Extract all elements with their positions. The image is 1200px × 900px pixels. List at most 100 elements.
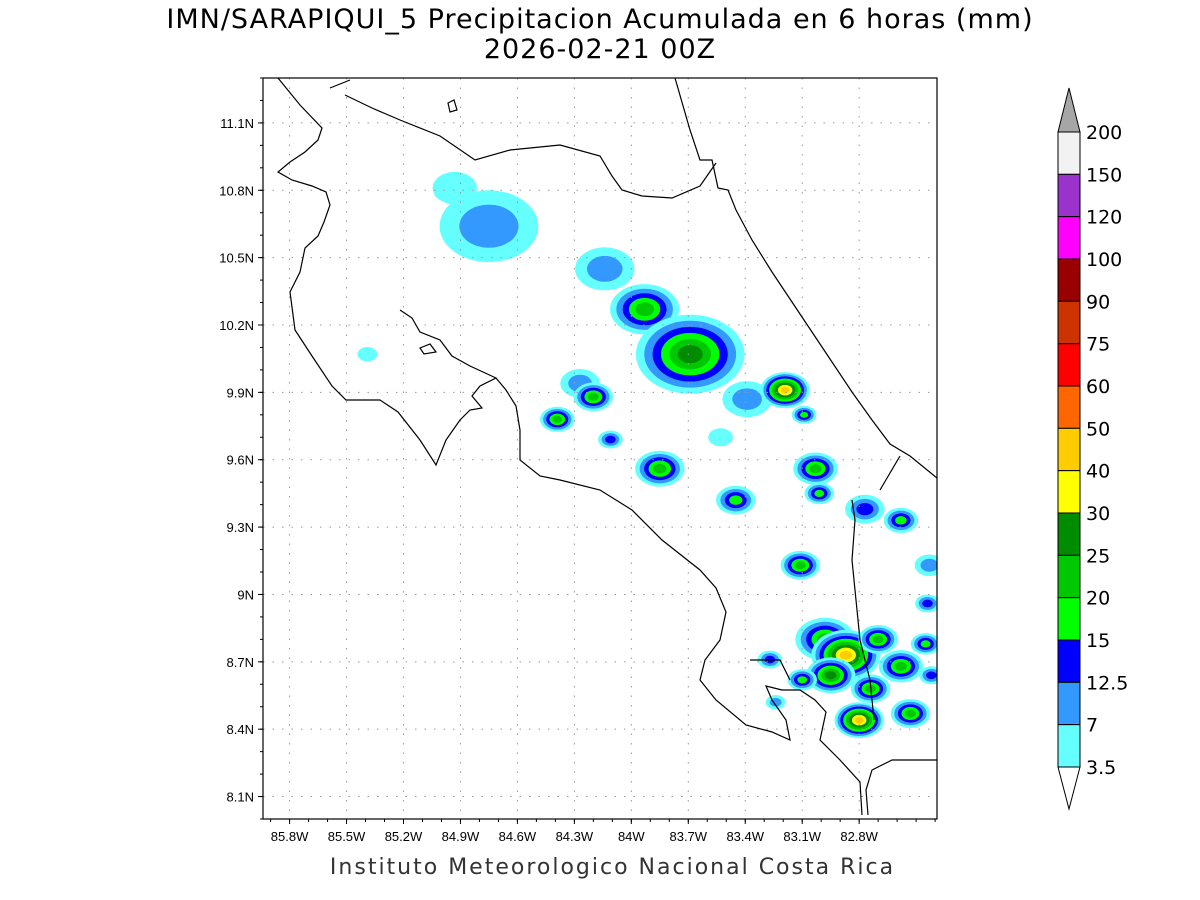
precip-contour-7 bbox=[920, 558, 937, 572]
x-tick-label: 84.3W bbox=[556, 829, 594, 844]
colorbar-label: 7 bbox=[1086, 715, 1098, 737]
y-tick-label: 8.4N bbox=[227, 722, 254, 737]
y-tick-label: 10.8N bbox=[219, 183, 254, 198]
nicoya-island bbox=[419, 343, 438, 355]
precip-cell bbox=[787, 669, 818, 691]
colorbar-label: 150 bbox=[1086, 164, 1122, 186]
nicaragua-border bbox=[329, 79, 717, 199]
colorbar-segment bbox=[1057, 216, 1081, 260]
precip-contour-20 bbox=[894, 661, 907, 671]
precip-contour-20 bbox=[872, 635, 884, 644]
precip-contour-3.5 bbox=[708, 428, 733, 447]
precip-contour-7 bbox=[732, 388, 762, 410]
footer-credit: Instituto Meteorologico Nacional Costa R… bbox=[329, 855, 896, 880]
x-tick-label: 83.7W bbox=[669, 829, 707, 844]
lake-island bbox=[447, 99, 458, 113]
precip-contour-25 bbox=[677, 345, 703, 364]
x-tick-label: 85.5W bbox=[328, 829, 366, 844]
precip-cell bbox=[883, 507, 919, 533]
precip-cell bbox=[858, 624, 898, 654]
colorbar-segment bbox=[1057, 512, 1081, 556]
precip-cell bbox=[791, 405, 817, 424]
gridlines bbox=[263, 78, 937, 819]
precip-contour-15 bbox=[895, 516, 907, 525]
precip-cell bbox=[635, 450, 685, 487]
precip-cell bbox=[805, 657, 856, 694]
colorbar-segment bbox=[1057, 681, 1081, 726]
precip-contour-12.5 bbox=[856, 502, 874, 516]
precipitation-field bbox=[357, 171, 937, 739]
precip-cell bbox=[357, 347, 378, 362]
precip-contour-15 bbox=[797, 676, 808, 684]
precip-cell bbox=[439, 190, 539, 263]
precip-contour-20 bbox=[635, 302, 655, 317]
colorbar-label: 100 bbox=[1086, 249, 1122, 271]
precip-contour-15 bbox=[729, 495, 743, 505]
x-tick-label: 82.8W bbox=[840, 829, 878, 844]
colorbar-label: 200 bbox=[1086, 122, 1122, 144]
colorbar-segment bbox=[1057, 724, 1081, 768]
y-tick-label: 9.3N bbox=[227, 520, 254, 535]
precip-contour-20 bbox=[653, 463, 667, 474]
precip-cell bbox=[780, 550, 821, 580]
precip-contour-25 bbox=[824, 671, 837, 680]
precip-cell bbox=[804, 482, 835, 505]
map-title: IMN/SARAPIQUI_5 Precipitacion Acumulada … bbox=[166, 4, 1034, 35]
colorbar-segment bbox=[1057, 597, 1081, 641]
plot-frame bbox=[262, 77, 938, 820]
precip-contour-7 bbox=[459, 204, 519, 248]
precip-cell bbox=[540, 406, 575, 432]
precip-cell bbox=[845, 494, 885, 524]
precip-cell bbox=[760, 372, 810, 409]
colorbar-label: 90 bbox=[1086, 291, 1110, 313]
colorbar-label: 40 bbox=[1086, 461, 1110, 483]
precip-contour-20 bbox=[905, 709, 916, 718]
y-tick-label: 9.6N bbox=[227, 453, 254, 468]
map-subtitle: 2026-02-21 00Z bbox=[483, 34, 717, 65]
precip-cell bbox=[914, 554, 937, 577]
x-tick-label: 84.6W bbox=[499, 829, 537, 844]
caribbean-coastline bbox=[674, 78, 937, 479]
colorbar-over-triangle bbox=[1057, 87, 1081, 133]
precip-cell bbox=[598, 430, 623, 449]
x-tick-label: 83.4W bbox=[726, 829, 764, 844]
precip-cell bbox=[765, 695, 786, 710]
precip-cell bbox=[834, 702, 884, 739]
colorbar-segment bbox=[1057, 300, 1081, 345]
precip-contour-15 bbox=[814, 489, 825, 498]
y-tick-label: 9N bbox=[237, 587, 254, 602]
colorbar-segment bbox=[1057, 173, 1081, 218]
precip-cell bbox=[918, 666, 937, 685]
precip-cell bbox=[573, 382, 614, 412]
colorbar-label: 50 bbox=[1086, 418, 1110, 440]
precip-contour-12.5 bbox=[922, 599, 933, 608]
precip-contour-3.5 bbox=[357, 347, 378, 362]
precip-cell bbox=[708, 428, 733, 447]
colorbar-label: 20 bbox=[1086, 588, 1110, 610]
precip-cell bbox=[635, 314, 745, 394]
colorbar-label: 120 bbox=[1086, 207, 1122, 229]
precip-cell bbox=[716, 485, 756, 515]
precip-contour-12.5 bbox=[926, 671, 937, 680]
colorbar-segment bbox=[1057, 258, 1081, 302]
panama-border bbox=[750, 455, 901, 721]
precip-cell bbox=[575, 247, 635, 291]
y-tick-label: 8.7N bbox=[227, 655, 254, 670]
colorbar-segment bbox=[1057, 131, 1081, 175]
precip-cell bbox=[878, 650, 924, 683]
colorbar: 200 150 120 100 90 75 60 50 40 30 25 20 15 12.5 7 3.5 bbox=[1057, 87, 1128, 811]
precip-contour-15 bbox=[799, 411, 809, 418]
y-tick-label: 10.5N bbox=[219, 251, 254, 266]
coastlines-borders bbox=[276, 78, 937, 816]
colorbar-segment bbox=[1057, 554, 1081, 599]
y-tick-label: 9.9N bbox=[227, 385, 254, 400]
colorbar-label: 30 bbox=[1086, 503, 1110, 525]
y-tick-label: 8.1N bbox=[227, 790, 254, 805]
colorbar-segment bbox=[1057, 385, 1081, 429]
axes: 85.8W 85.5W 85.2W 84.9W 84.6W 84.3W 84W 83.7W 83… bbox=[219, 77, 936, 844]
x-tick-label: 84.9W bbox=[442, 829, 480, 844]
colorbar-label: 12.5 bbox=[1086, 672, 1128, 694]
precip-contour-20 bbox=[809, 464, 822, 474]
colorbar-label: 75 bbox=[1086, 334, 1110, 356]
